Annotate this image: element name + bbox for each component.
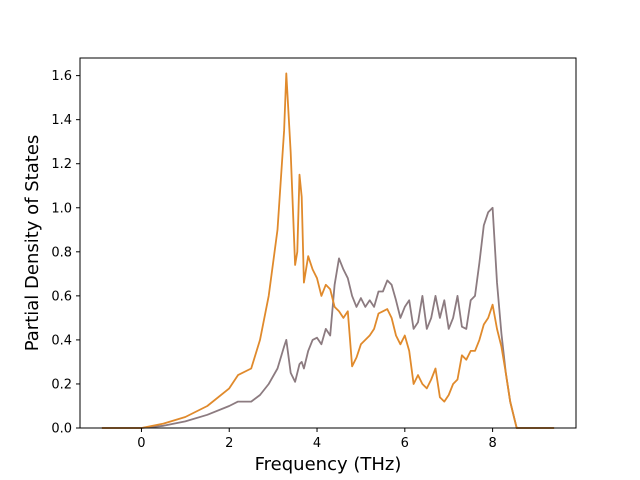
y-tick-label: 0.4 bbox=[51, 333, 72, 348]
series-line-2 bbox=[101, 72, 555, 429]
y-axis: 0.0 0.2 0.4 0.6 0.8 1.0 1.2 1.4 1.6 bbox=[51, 69, 80, 437]
x-axis: 0 2 4 6 8 bbox=[137, 428, 497, 451]
y-tick-label: 0.8 bbox=[51, 245, 72, 260]
y-tick-label: 0.6 bbox=[51, 289, 72, 304]
y-tick-label: 0.0 bbox=[51, 422, 72, 437]
y-tick-label: 1.2 bbox=[51, 157, 72, 172]
plot-area bbox=[101, 72, 555, 429]
plot-frame bbox=[79, 57, 577, 429]
y-axis-label: Partial Density of States bbox=[22, 135, 43, 352]
y-tick-label: 0.2 bbox=[51, 377, 72, 392]
x-tick-label: 0 bbox=[137, 436, 145, 451]
x-tick-label: 8 bbox=[488, 436, 496, 451]
series-line-1 bbox=[101, 206, 555, 429]
x-tick-label: 4 bbox=[313, 436, 321, 451]
x-axis-label: Frequency (THz) bbox=[255, 454, 402, 475]
x-tick-label: 2 bbox=[225, 436, 233, 451]
y-tick-label: 1.4 bbox=[51, 113, 72, 128]
x-tick-label: 6 bbox=[401, 436, 409, 451]
y-tick-label: 1.0 bbox=[51, 201, 72, 216]
y-tick-label: 1.6 bbox=[51, 69, 72, 84]
